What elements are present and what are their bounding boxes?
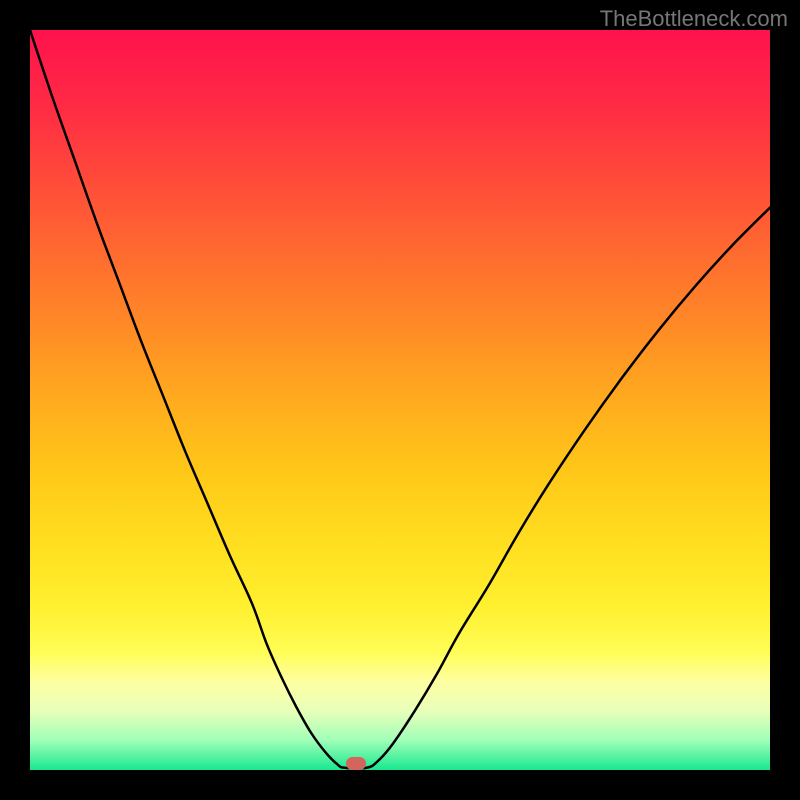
- chart-area: [30, 30, 770, 770]
- watermark-text: TheBottleneck.com: [600, 6, 788, 32]
- minimum-marker: [346, 757, 366, 770]
- bottleneck-curve: [30, 30, 770, 770]
